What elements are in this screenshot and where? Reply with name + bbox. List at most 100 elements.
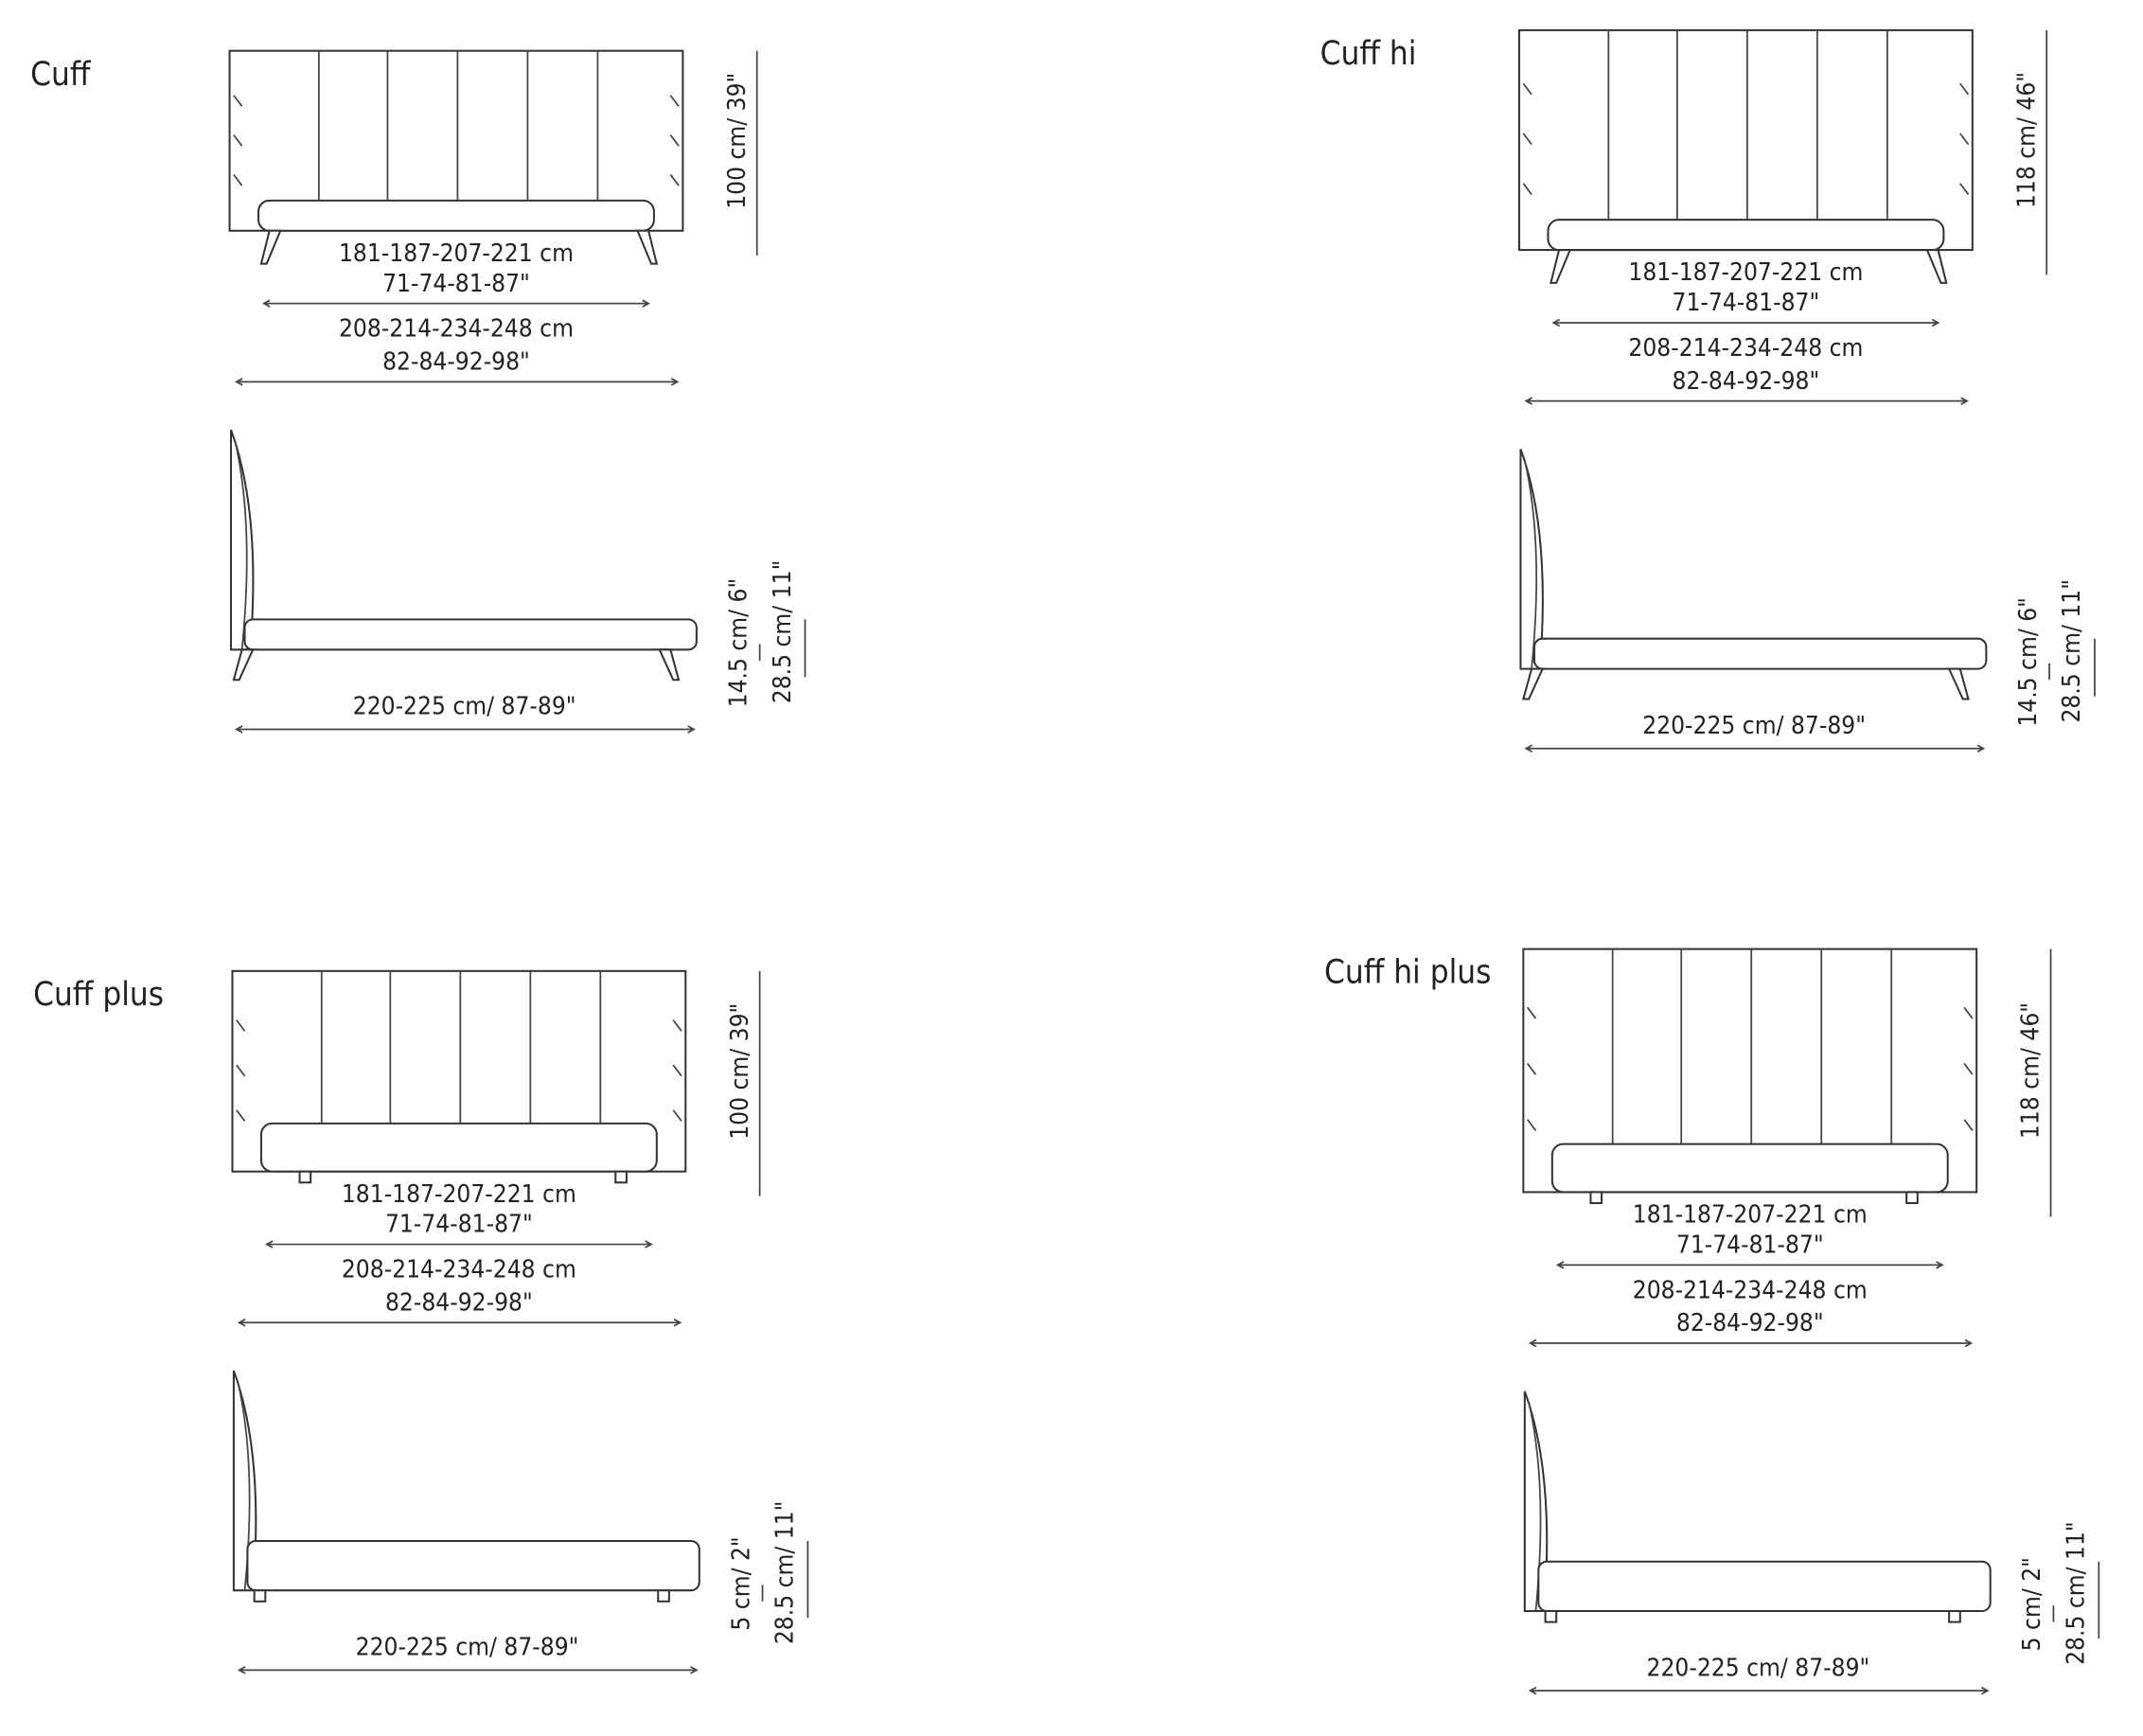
outer-width-cm: 208-214-234-248 cm — [1628, 334, 1863, 363]
leg — [614, 1170, 628, 1184]
base-height-label: 14.5 cm/ 6" — [2014, 597, 2043, 727]
length-label: 220-225 cm/ 87-89" — [356, 1634, 579, 1662]
strap — [1527, 1006, 1974, 1019]
strap — [236, 1109, 682, 1122]
leg — [232, 648, 681, 682]
arrow-head — [1524, 397, 1533, 405]
total-height-label: 28.5 cm/ 11" — [771, 1501, 800, 1645]
strap — [1522, 82, 1970, 96]
model-name: Cuff plus — [33, 976, 164, 1014]
arrow-head — [1960, 397, 1969, 405]
leg — [1544, 1609, 1558, 1623]
bed-panel: Cuff hi 118 cm/ 46" 181-187-207-221 cm71-7… — [1320, 28, 2096, 753]
arrow-head — [1980, 1686, 1990, 1695]
arrow-head — [642, 299, 650, 308]
length-label: 220-225 cm/ 87-89" — [1647, 1654, 1870, 1682]
inner-width-in: 71-74-81-87" — [1673, 289, 1820, 317]
inner-width-cm: 181-187-207-221 cm — [1628, 258, 1863, 287]
model-name: Cuff hi — [1320, 35, 1417, 73]
leg — [1948, 1609, 1961, 1623]
outer-width-cm: 208-214-234-248 cm — [339, 315, 574, 344]
bed-panel: Cuff plus 100 cm/ 39" 181-187-207-221 cm71… — [33, 969, 809, 1674]
arrow-head — [262, 299, 271, 308]
arrow-head — [1931, 318, 1940, 328]
arrow-head — [690, 1666, 699, 1674]
strap — [1527, 1063, 1974, 1075]
strap — [236, 1064, 682, 1077]
height-label: 118 cm/ 46" — [2012, 72, 2041, 208]
inner-width-cm: 181-187-207-221 cm — [1633, 1201, 1868, 1230]
inner-width-cm: 181-187-207-221 cm — [342, 1180, 576, 1209]
arrow-head — [1528, 1686, 1537, 1695]
height-label: 100 cm/ 39" — [726, 1003, 754, 1140]
arrow-head — [1551, 318, 1561, 328]
total-height-label: 28.5 cm/ 11" — [2063, 1521, 2091, 1665]
bed-panel: Cuff 100 cm/ 39" 181-187-207-221 cm71-74-8… — [30, 49, 806, 734]
strap — [1522, 183, 1970, 195]
model-name: Cuff hi plus — [1324, 954, 1492, 992]
total-height-label: 28.5 cm/ 11" — [769, 560, 797, 704]
side-headboard-edge — [1523, 459, 1538, 669]
leg — [298, 1170, 312, 1184]
arrow-head — [645, 1240, 653, 1249]
length-label: 220-225 cm/ 87-89" — [353, 693, 576, 721]
arrow-head — [1524, 744, 1533, 753]
strap — [233, 173, 680, 186]
side-headboard — [230, 429, 255, 651]
inner-width-in: 71-74-81-87" — [382, 270, 530, 298]
base-height-label: 5 cm/ 2" — [2018, 1557, 2046, 1651]
strap — [1527, 1119, 1974, 1131]
arrow-head — [1528, 1338, 1537, 1348]
arrow-head — [1555, 1261, 1565, 1269]
arrow-head — [687, 725, 696, 734]
outer-width-in: 82-84-92-98" — [385, 1288, 533, 1317]
leg — [1522, 667, 1970, 700]
strap — [1522, 133, 1970, 146]
arrow-head — [235, 725, 243, 734]
bed-panel: Cuff hi plus 118 cm/ 46" 181-187-207-221 c… — [1324, 948, 2100, 1695]
leg — [1550, 249, 1948, 284]
outer-width-in: 82-84-92-98" — [1676, 1309, 1824, 1337]
leg — [253, 1589, 267, 1603]
mattress — [1550, 1143, 1949, 1194]
outer-width-cm: 208-214-234-248 cm — [342, 1256, 576, 1284]
model-name: Cuff — [30, 56, 92, 94]
arrow-head — [235, 378, 243, 386]
leg — [1589, 1191, 1603, 1205]
mattress — [1547, 219, 1945, 252]
strap — [233, 134, 680, 147]
inner-width-cm: 181-187-207-221 cm — [339, 239, 574, 268]
side-mattress — [1537, 1560, 1992, 1612]
headboard — [1517, 28, 1974, 252]
side-headboard — [1519, 449, 1544, 670]
strap — [233, 95, 680, 107]
outer-width-cm: 208-214-234-248 cm — [1633, 1276, 1868, 1304]
arrow-head — [670, 378, 680, 386]
strap — [236, 1019, 682, 1032]
leg — [259, 229, 659, 265]
side-headboard-edge — [234, 440, 248, 650]
inner-width-in: 71-74-81-87" — [1676, 1231, 1824, 1260]
arrow-head — [264, 1240, 274, 1249]
arrow-head — [1964, 1338, 1974, 1348]
height-label: 118 cm/ 46" — [2017, 1002, 2046, 1139]
arrow-head — [237, 1666, 246, 1674]
leg — [657, 1589, 670, 1603]
side-mattress — [1532, 637, 1988, 670]
arrow-head — [237, 1319, 246, 1327]
height-label: 100 cm/ 39" — [723, 73, 752, 209]
inner-width-in: 71-74-81-87" — [385, 1211, 533, 1239]
outer-width-in: 82-84-92-98" — [382, 348, 530, 377]
outer-width-in: 82-84-92-98" — [1673, 367, 1820, 396]
total-height-label: 28.5 cm/ 11" — [2058, 579, 2086, 723]
side-mattress — [246, 1539, 700, 1592]
arrow-head — [1976, 744, 1986, 753]
mattress — [257, 199, 655, 232]
mattress — [259, 1122, 658, 1173]
side-mattress — [243, 618, 698, 651]
arrow-head — [1936, 1261, 1944, 1269]
base-height-label: 5 cm/ 2" — [727, 1536, 755, 1630]
base-height-label: 14.5 cm/ 6" — [724, 578, 753, 708]
arrow-head — [673, 1319, 682, 1327]
